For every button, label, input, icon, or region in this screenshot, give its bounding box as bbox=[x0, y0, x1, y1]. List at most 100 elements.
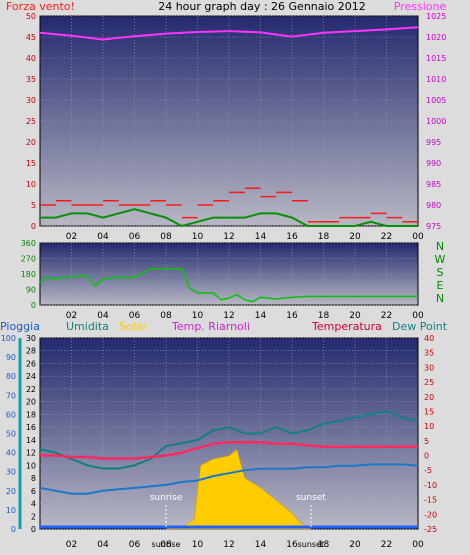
humidity-tick-label: 0 bbox=[31, 525, 36, 534]
wind-direction-series bbox=[39, 267, 418, 303]
legend-label: Dew Point bbox=[392, 320, 448, 333]
humidity-tick-label: 2 bbox=[31, 512, 36, 521]
x-tick-label: 18 bbox=[318, 540, 330, 550]
legend-label: Temperatura bbox=[311, 320, 382, 333]
x-tick-label: 22 bbox=[381, 311, 392, 321]
compass-label: N bbox=[436, 240, 444, 253]
temperature-tick-label: 15 bbox=[424, 407, 434, 416]
sunset-axis-label: sunset bbox=[298, 540, 325, 549]
wind-tick-label: 40 bbox=[26, 54, 36, 63]
x-tick-label: 00 bbox=[412, 311, 424, 321]
temperature-tick-label: 5 bbox=[424, 437, 429, 446]
x-tick-label: 04 bbox=[97, 232, 109, 242]
rain-tick-label: 0 bbox=[11, 525, 16, 534]
compass-label: W bbox=[435, 253, 446, 266]
rain-tick-label: 60 bbox=[6, 410, 16, 419]
x-tick-label: 16 bbox=[286, 311, 298, 321]
pressure-tick-label: 985 bbox=[426, 180, 441, 189]
wind-tick-label: 15 bbox=[26, 159, 36, 168]
legend-label: Temp. Riarnoli bbox=[171, 320, 250, 333]
x-tick-label: 04 bbox=[97, 540, 109, 550]
chart-title: 24 hour graph day : 26 Gennaio 2012 bbox=[158, 0, 366, 13]
x-tick-label: 02 bbox=[66, 232, 77, 242]
legend-label: Umidita bbox=[66, 320, 109, 333]
rain-tick-label: 100 bbox=[1, 334, 16, 343]
x-tick-label: 12 bbox=[223, 311, 234, 321]
wind-axis-title: Forza vento! bbox=[6, 0, 75, 13]
sunset-label: sunset bbox=[296, 493, 326, 503]
temperature-tick-label: 10 bbox=[424, 422, 434, 431]
legend-label: Pioggia bbox=[0, 320, 40, 333]
wind-tick-label: 30 bbox=[26, 96, 36, 105]
temperature-tick-label: -5 bbox=[424, 466, 432, 475]
wind-tick-label: 20 bbox=[26, 138, 36, 147]
humidity-tick-label: 6 bbox=[31, 487, 36, 496]
rain-tick-label: 20 bbox=[6, 487, 16, 496]
sunrise-axis-label: sunrise bbox=[152, 540, 181, 549]
x-tick-label: 18 bbox=[318, 311, 330, 321]
x-tick-label: 12 bbox=[223, 232, 234, 242]
temperature-tick-label: 20 bbox=[424, 393, 434, 402]
temperature-tick-label: -10 bbox=[424, 481, 437, 490]
pressure-tick-label: 995 bbox=[426, 138, 441, 147]
rain-tick-label: 50 bbox=[6, 430, 16, 439]
rain-tick-label: 10 bbox=[6, 506, 16, 515]
compass-label: E bbox=[437, 279, 444, 292]
temperature-tick-label: 35 bbox=[424, 349, 434, 358]
x-tick-label: 08 bbox=[160, 540, 172, 550]
x-tick-label: 06 bbox=[129, 232, 141, 242]
x-tick-label: 20 bbox=[349, 232, 361, 242]
pressure-tick-label: 1005 bbox=[426, 96, 446, 105]
temperature-tick-label: -25 bbox=[424, 525, 437, 534]
legend-label: Solar bbox=[119, 320, 148, 333]
solar-area bbox=[165, 448, 312, 530]
x-tick-label: 16 bbox=[286, 540, 298, 550]
temperature-tick-label: 30 bbox=[424, 363, 434, 372]
temperature-tick-label: -15 bbox=[424, 496, 437, 505]
wind-tick-label: 25 bbox=[26, 117, 36, 126]
wind-tick-label: 50 bbox=[26, 12, 36, 21]
x-tick-label: 16 bbox=[286, 232, 298, 242]
humidity-tick-label: 16 bbox=[26, 423, 36, 432]
x-tick-label: 06 bbox=[129, 311, 141, 321]
compass-label: N bbox=[436, 292, 444, 305]
x-tick-label: 00 bbox=[412, 232, 424, 242]
x-tick-label: 04 bbox=[97, 311, 109, 321]
temperature-tick-label: 0 bbox=[424, 452, 429, 461]
pressure-tick-label: 1020 bbox=[426, 33, 446, 42]
pressure-tick-label: 1025 bbox=[426, 12, 446, 21]
x-tick-label: 20 bbox=[349, 540, 361, 550]
temperature-tick-label: -20 bbox=[424, 510, 437, 519]
wind-tick-label: 5 bbox=[31, 201, 36, 210]
rain-tick-label: 30 bbox=[6, 468, 16, 477]
temperature-series bbox=[40, 441, 418, 460]
humidity-series bbox=[39, 410, 419, 470]
humidity-tick-label: 10 bbox=[26, 461, 36, 470]
humidity-tick-label: 14 bbox=[26, 436, 36, 445]
direction-tick-label: 90 bbox=[26, 286, 36, 295]
humidity-tick-label: 8 bbox=[31, 474, 36, 483]
wind-tick-label: 45 bbox=[26, 33, 36, 42]
compass-label: S bbox=[437, 266, 444, 279]
x-tick-label: 02 bbox=[66, 540, 77, 550]
humidity-tick-label: 20 bbox=[26, 398, 36, 407]
temperature-tick-label: 40 bbox=[424, 334, 434, 343]
wind-tick-label: 35 bbox=[26, 75, 36, 84]
humidity-tick-label: 28 bbox=[26, 347, 36, 356]
pressure-tick-label: 1015 bbox=[426, 54, 446, 63]
pressure-tick-label: 990 bbox=[426, 159, 441, 168]
x-tick-label: 22 bbox=[381, 232, 392, 242]
x-tick-label: 22 bbox=[381, 540, 392, 550]
pressure-axis-title: Pressione bbox=[394, 0, 447, 13]
x-tick-label: 08 bbox=[160, 311, 172, 321]
humidity-tick-label: 18 bbox=[26, 410, 36, 419]
humidity-tick-label: 24 bbox=[26, 372, 36, 381]
humidity-tick-label: 12 bbox=[26, 449, 36, 458]
dew-point-series bbox=[39, 463, 419, 495]
x-tick-label: 20 bbox=[349, 311, 361, 321]
x-tick-label: 00 bbox=[412, 540, 424, 550]
x-tick-label: 10 bbox=[192, 232, 204, 242]
x-tick-label: 14 bbox=[255, 311, 267, 321]
pressure-tick-label: 980 bbox=[426, 201, 441, 210]
